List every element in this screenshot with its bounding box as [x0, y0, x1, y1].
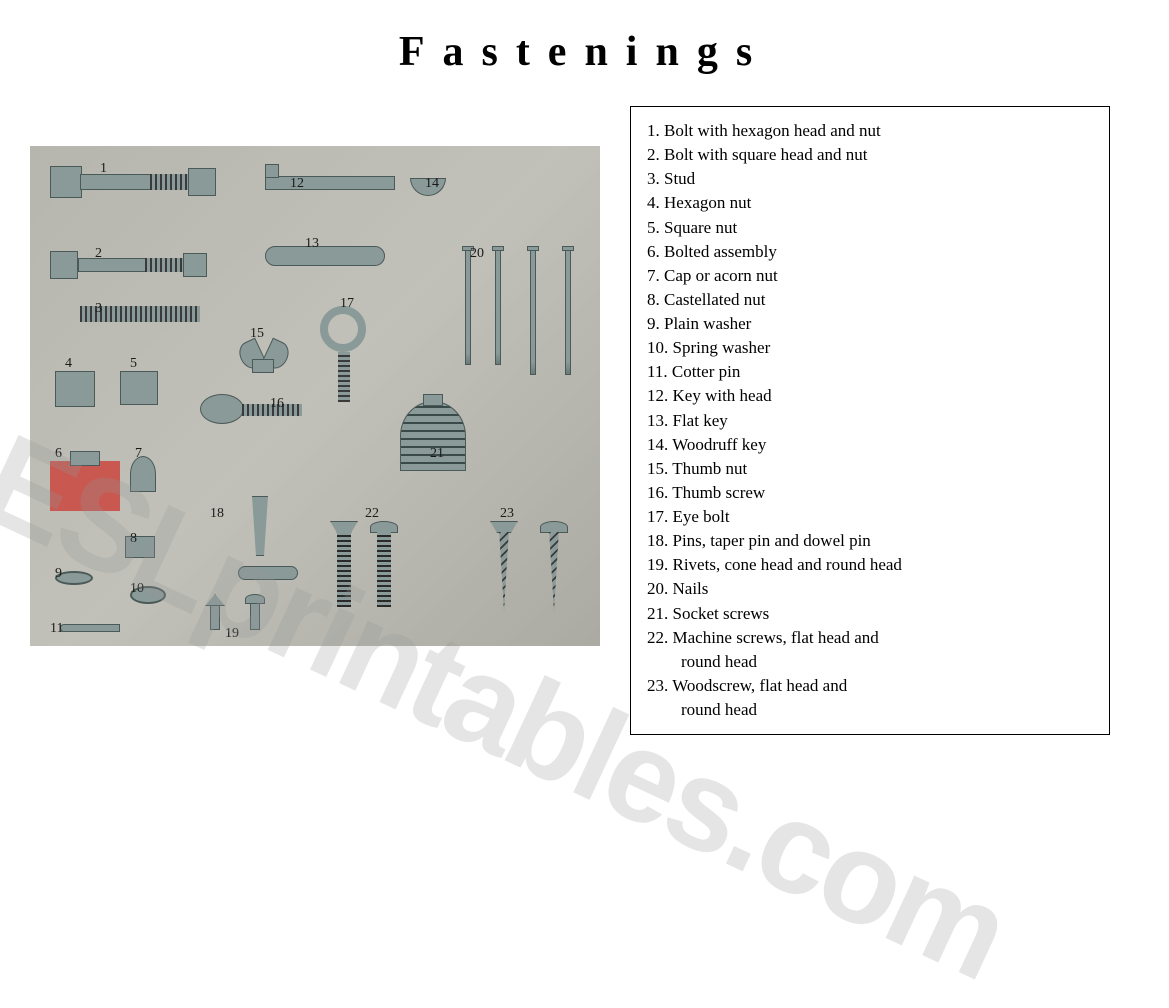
- illustration-number-23: 23: [500, 506, 514, 522]
- legend-item-11: 11. Cotter pin: [647, 360, 1093, 384]
- key-head-icon: [265, 176, 395, 190]
- legend-item-12: 12. Key with head: [647, 384, 1093, 408]
- legend-item-22-sub: round head: [647, 650, 1093, 674]
- content-wrapper: 1234567891011121314151617181920212223 1.…: [0, 86, 1169, 735]
- legend-item-15: 15. Thumb nut: [647, 457, 1093, 481]
- legend-item-5: 5. Square nut: [647, 216, 1093, 240]
- flat-key-icon: [265, 246, 385, 266]
- illustration-number-19: 19: [225, 626, 239, 642]
- legend-item-13: 13. Flat key: [647, 409, 1093, 433]
- legend-item-23: 23. Woodscrew, flat head and: [647, 674, 1093, 698]
- legend-item-18: 18. Pins, taper pin and dowel pin: [647, 529, 1093, 553]
- wood-screw-flat-icon: [490, 521, 518, 533]
- square-nut-icon: [183, 253, 207, 277]
- wing-base-icon: [252, 359, 274, 373]
- illustration-number-17: 17: [340, 296, 354, 312]
- legend-item-2: 2. Bolt with square head and nut: [647, 143, 1093, 167]
- legend-item-19: 19. Rivets, cone head and round head: [647, 553, 1093, 577]
- dowel-pin-icon: [238, 566, 298, 580]
- illustration-number-22: 22: [365, 506, 379, 522]
- square-head-icon: [50, 251, 78, 279]
- socket-head-icon: [423, 394, 443, 406]
- illustration-number-13: 13: [305, 236, 319, 252]
- nail-3-icon: [530, 250, 536, 375]
- assembly-nut-icon: [70, 451, 100, 466]
- machine-flat-thread-icon: [337, 532, 351, 607]
- page-title: Fastenings: [0, 0, 1169, 86]
- rivet-cone-icon: [205, 594, 225, 632]
- bolt-thread-2-icon: [145, 258, 185, 272]
- illustration-number-16: 16: [270, 396, 284, 412]
- illustration-number-7: 7: [135, 446, 142, 462]
- legend-item-7: 7. Cap or acorn nut: [647, 264, 1093, 288]
- eye-bolt-shaft-icon: [338, 352, 350, 402]
- legend-item-3: 3. Stud: [647, 167, 1093, 191]
- illustration-number-10: 10: [130, 581, 144, 597]
- legend-item-6: 6. Bolted assembly: [647, 240, 1093, 264]
- legend-item-14: 14. Woodruff key: [647, 433, 1093, 457]
- thumb-head-icon: [200, 394, 244, 424]
- key-head-top-icon: [265, 164, 279, 178]
- illustration-number-20: 20: [470, 246, 484, 262]
- illustration-number-11: 11: [50, 621, 63, 637]
- illustration-number-8: 8: [130, 531, 137, 547]
- illustration-number-2: 2: [95, 246, 102, 262]
- legend-items-container: 1. Bolt with hexagon head and nut2. Bolt…: [647, 119, 1093, 722]
- wood-flat-head-icon: [490, 521, 518, 533]
- nail-1-icon: [465, 250, 471, 365]
- acorn-nut-icon: [130, 456, 156, 492]
- illustration-number-9: 9: [55, 566, 62, 582]
- illustration-number-4: 4: [65, 356, 72, 372]
- machine-round-thread-icon: [377, 532, 391, 607]
- legend-item-22: 22. Machine screws, flat head and: [647, 626, 1093, 650]
- rivet-round-shaft-icon: [250, 603, 260, 630]
- rivet-cone-shaft-icon: [210, 605, 220, 630]
- legend-item-8: 8. Castellated nut: [647, 288, 1093, 312]
- illustration-number-18: 18: [210, 506, 224, 522]
- bolted-assembly-icon: [50, 461, 120, 511]
- nail-4-icon: [565, 250, 571, 375]
- cotter-pin-icon: [60, 624, 120, 632]
- illustration-number-1: 1: [100, 161, 107, 177]
- illustration-number-12: 12: [290, 176, 304, 192]
- illustration-number-21: 21: [430, 446, 444, 462]
- legend-item-17: 17. Eye bolt: [647, 505, 1093, 529]
- hex-head-icon: [50, 166, 82, 198]
- eye-bolt-ring-icon: [320, 306, 366, 352]
- hexagon-nut-icon: [55, 371, 95, 407]
- legend-item-9: 9. Plain washer: [647, 312, 1093, 336]
- legend-item-21: 21. Socket screws: [647, 602, 1093, 626]
- nail-2-icon: [495, 250, 501, 365]
- legend-box: 1. Bolt with hexagon head and nut2. Bolt…: [630, 106, 1110, 735]
- illustration-bg: [30, 146, 600, 646]
- legend-item-10: 10. Spring washer: [647, 336, 1093, 360]
- hex-nut-icon: [188, 168, 216, 196]
- legend-item-20: 20. Nails: [647, 577, 1093, 601]
- rivet-round-icon: [245, 594, 265, 632]
- wood-round-head-icon: [540, 521, 568, 533]
- legend-item-16: 16. Thumb screw: [647, 481, 1093, 505]
- legend-item-1: 1. Bolt with hexagon head and nut: [647, 119, 1093, 143]
- machine-screw-flat-icon: [330, 521, 358, 533]
- illustration-number-15: 15: [250, 326, 264, 342]
- legend-item-4: 4. Hexagon nut: [647, 191, 1093, 215]
- square-nut-5-icon: [120, 371, 158, 405]
- illustration-number-6: 6: [55, 446, 62, 462]
- illustration-number-5: 5: [130, 356, 137, 372]
- bolt-thread-icon: [150, 174, 190, 190]
- illustration-number-3: 3: [95, 301, 102, 317]
- illustration-number-14: 14: [425, 176, 439, 192]
- legend-item-23-sub: round head: [647, 698, 1093, 722]
- fastenings-illustration: 1234567891011121314151617181920212223: [30, 146, 600, 646]
